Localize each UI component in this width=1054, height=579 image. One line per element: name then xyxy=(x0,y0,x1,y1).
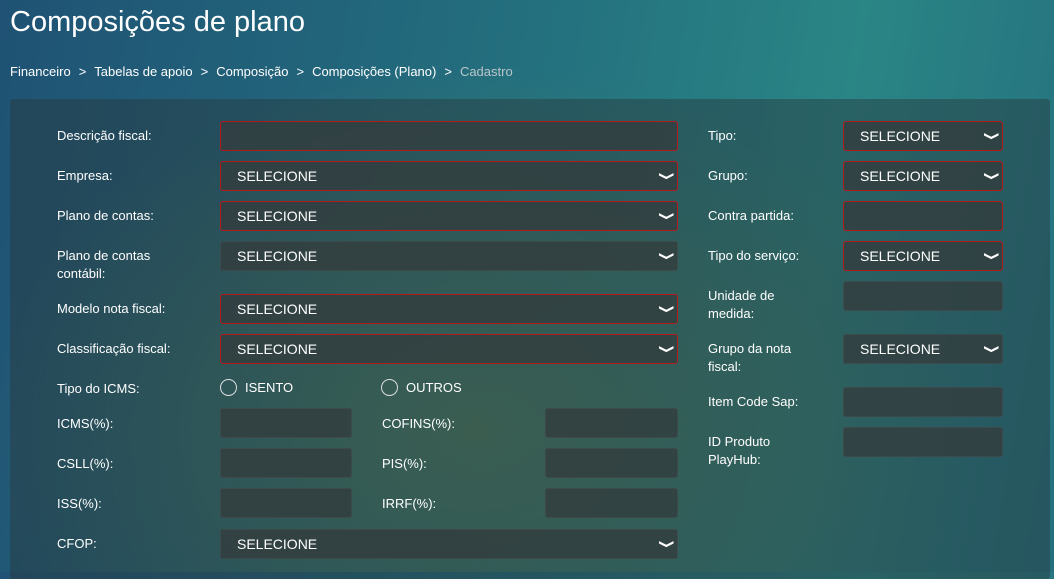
breadcrumb-separator: > xyxy=(296,64,305,79)
breadcrumb-tabelas[interactable]: Tabelas de apoio xyxy=(94,64,193,79)
item-code-label: Item Code Sap: xyxy=(708,394,799,409)
contra-partida-label: Contra partida: xyxy=(708,208,794,223)
cfop-select[interactable]: SELECIONE ❯ xyxy=(220,529,678,559)
csll-label: CSLL(%): xyxy=(57,456,114,471)
modelo-nf-value: SELECIONE xyxy=(237,301,318,317)
chevron-down-icon: ❯ xyxy=(983,171,1000,181)
csll-input[interactable] xyxy=(220,448,352,478)
unidade-label: Unidade de medida: xyxy=(708,288,775,321)
id-produto-label: ID Produto PlayHub: xyxy=(708,434,771,467)
grupo-nf-select[interactable]: SELECIONE ❯ xyxy=(843,334,1003,364)
cofins-label: COFINS(%): xyxy=(382,416,455,431)
tipo-select[interactable]: SELECIONE ❯ xyxy=(843,121,1003,151)
item-code-input[interactable] xyxy=(843,387,1003,417)
id-produto-input[interactable] xyxy=(843,427,1003,457)
grupo-value: SELECIONE xyxy=(860,168,941,184)
irrf-input[interactable] xyxy=(545,488,678,518)
modelo-nf-label: Modelo nota fiscal: xyxy=(57,301,166,316)
icms-label: ICMS(%): xyxy=(57,416,114,431)
radio-label: OUTROS xyxy=(406,380,462,395)
empresa-select[interactable]: SELECIONE ❯ xyxy=(220,161,678,191)
classificacao-value: SELECIONE xyxy=(237,341,318,357)
chevron-down-icon: ❯ xyxy=(658,344,675,354)
cofins-input[interactable] xyxy=(545,408,678,438)
breadcrumb-composicao[interactable]: Composição xyxy=(216,64,289,79)
irrf-label: IRRF(%): xyxy=(382,496,437,511)
chevron-down-icon: ❯ xyxy=(983,344,1000,354)
breadcrumb: Financeiro > Tabelas de apoio > Composição… xyxy=(10,64,513,79)
plano-contas-contabil-select[interactable]: SELECIONE ❯ xyxy=(220,241,678,271)
modelo-nf-select[interactable]: SELECIONE ❯ xyxy=(220,294,678,324)
icms-input[interactable] xyxy=(220,408,352,438)
unidade-input[interactable] xyxy=(843,281,1003,311)
iss-input[interactable] xyxy=(220,488,352,518)
breadcrumb-composicoes-plano[interactable]: Composições (Plano) xyxy=(312,64,437,79)
chevron-down-icon: ❯ xyxy=(983,131,1000,141)
pis-input[interactable] xyxy=(545,448,678,478)
tipo-label: Tipo: xyxy=(708,128,737,143)
radio-outros[interactable]: OUTROS xyxy=(381,379,462,396)
cfop-label: CFOP: xyxy=(57,536,97,551)
descricao-fiscal-label: Descrição fiscal: xyxy=(57,128,152,143)
cfop-value: SELECIONE xyxy=(237,536,318,552)
breadcrumb-separator: > xyxy=(200,64,209,79)
chevron-down-icon: ❯ xyxy=(658,171,675,181)
chevron-down-icon: ❯ xyxy=(658,251,675,261)
contra-partida-input[interactable] xyxy=(843,201,1003,231)
plano-contas-select[interactable]: SELECIONE ❯ xyxy=(220,201,678,231)
tipo-servico-label: Tipo do serviço: xyxy=(708,248,800,263)
grupo-label: Grupo: xyxy=(708,168,748,183)
chevron-down-icon: ❯ xyxy=(983,251,1000,261)
radio-circle-icon xyxy=(381,379,398,396)
page-title: Composições de plano xyxy=(10,6,306,38)
radio-circle-icon xyxy=(220,379,237,396)
breadcrumb-separator: > xyxy=(444,64,452,79)
radio-label: ISENTO xyxy=(245,380,294,395)
plano-contas-label: Plano de contas: xyxy=(57,208,154,223)
grupo-nf-label: Grupo da nota fiscal: xyxy=(708,341,792,374)
breadcrumb-cadastro: Cadastro xyxy=(459,64,513,79)
chevron-down-icon: ❯ xyxy=(658,211,675,221)
tipo-servico-value: SELECIONE xyxy=(860,248,941,264)
chevron-down-icon: ❯ xyxy=(658,539,675,549)
plano-contas-value: SELECIONE xyxy=(237,208,318,224)
pis-label: PIS(%): xyxy=(382,456,427,471)
breadcrumb-financeiro[interactable]: Financeiro xyxy=(10,64,71,79)
grupo-select[interactable]: SELECIONE ❯ xyxy=(843,161,1003,191)
tipo-servico-select[interactable]: SELECIONE ❯ xyxy=(843,241,1003,271)
grupo-nf-value: SELECIONE xyxy=(860,341,941,357)
classificacao-select[interactable]: SELECIONE ❯ xyxy=(220,334,678,364)
descricao-fiscal-input[interactable] xyxy=(220,121,678,151)
iss-label: ISS(%): xyxy=(57,496,102,511)
chevron-down-icon: ❯ xyxy=(658,304,675,314)
breadcrumb-separator: > xyxy=(78,64,87,79)
classificacao-label: Classificação fiscal: xyxy=(57,341,171,356)
plano-contas-contabil-value: SELECIONE xyxy=(237,248,318,264)
radio-isento[interactable]: ISENTO xyxy=(220,379,293,396)
tipo-value: SELECIONE xyxy=(860,128,941,144)
empresa-label: Empresa: xyxy=(57,168,113,183)
tipo-icms-label: Tipo do ICMS: xyxy=(57,381,140,396)
plano-contas-contabil-label: Plano de contas contábil: xyxy=(57,248,151,281)
empresa-value: SELECIONE xyxy=(237,168,318,184)
